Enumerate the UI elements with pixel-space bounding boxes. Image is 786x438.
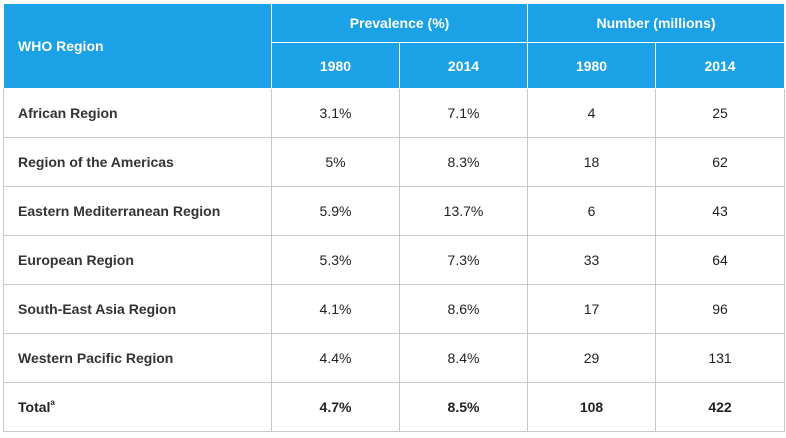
total-value-cell: 422: [655, 382, 786, 432]
total-label-cell: Totala: [3, 382, 272, 432]
value-cell: 4.4%: [271, 333, 400, 383]
region-cell: Eastern Mediterranean Region: [3, 186, 272, 236]
value-cell: 17: [527, 284, 657, 334]
value-cell: 29: [527, 333, 657, 383]
value-cell: 64: [655, 235, 786, 285]
number-group-header: Number (millions): [527, 3, 786, 43]
total-value-cell: 4.7%: [271, 382, 400, 432]
value-cell: 3.1%: [271, 88, 400, 138]
value-cell: 8.3%: [398, 137, 529, 187]
year-header: 2014: [398, 42, 529, 89]
prevalence-group-header: Prevalence (%): [270, 3, 529, 43]
value-cell: 5.9%: [271, 186, 400, 236]
value-cell: 18: [527, 137, 657, 187]
table-row: Eastern Mediterranean Region 5.9% 13.7% …: [3, 186, 786, 236]
region-column-header: WHO Region: [3, 3, 272, 89]
table-row: Region of the Americas 5% 8.3% 18 62: [3, 137, 786, 187]
total-value-cell: 8.5%: [398, 382, 529, 432]
value-cell: 8.6%: [398, 284, 529, 334]
header-row-groups: WHO Region Prevalence (%) Number (millio…: [3, 3, 786, 89]
value-cell: 7.3%: [398, 235, 529, 285]
table-container: WHO Region Prevalence (%) Number (millio…: [3, 3, 786, 432]
header-row-years: 1980 2014 1980 2014: [4, 42, 786, 89]
value-cell: 5.3%: [271, 235, 400, 285]
region-cell: South-East Asia Region: [3, 284, 272, 334]
value-cell: 7.1%: [398, 88, 529, 138]
value-cell: 13.7%: [398, 186, 529, 236]
total-value-cell: 108: [527, 382, 657, 432]
region-cell: African Region: [3, 88, 272, 138]
value-cell: 25: [655, 88, 786, 138]
value-cell: 96: [655, 284, 786, 334]
value-cell: 62: [655, 137, 786, 187]
value-cell: 5%: [271, 137, 400, 187]
total-row: Totala 4.7% 8.5% 108 422: [3, 382, 786, 432]
table-row: South-East Asia Region 4.1% 8.6% 17 96: [3, 284, 786, 334]
who-region-table: WHO Region Prevalence (%) Number (millio…: [3, 3, 786, 432]
region-cell: European Region: [3, 235, 272, 285]
value-cell: 8.4%: [398, 333, 529, 383]
year-header: 1980: [527, 42, 657, 89]
table-row: Western Pacific Region 4.4% 8.4% 29 131: [3, 333, 786, 383]
value-cell: 43: [655, 186, 786, 236]
year-header: 2014: [655, 42, 786, 89]
region-cell: Western Pacific Region: [3, 333, 272, 383]
value-cell: 131: [655, 333, 786, 383]
table-row: European Region 5.3% 7.3% 33 64: [3, 235, 786, 285]
value-cell: 6: [527, 186, 657, 236]
value-cell: 33: [527, 235, 657, 285]
total-label: Total: [18, 399, 51, 415]
value-cell: 4: [527, 88, 657, 138]
table-row: African Region 3.1% 7.1% 4 25: [3, 88, 786, 138]
year-header: 1980: [271, 42, 400, 89]
footnote-marker: a: [50, 398, 55, 407]
region-cell: Region of the Americas: [3, 137, 272, 187]
value-cell: 4.1%: [271, 284, 400, 334]
